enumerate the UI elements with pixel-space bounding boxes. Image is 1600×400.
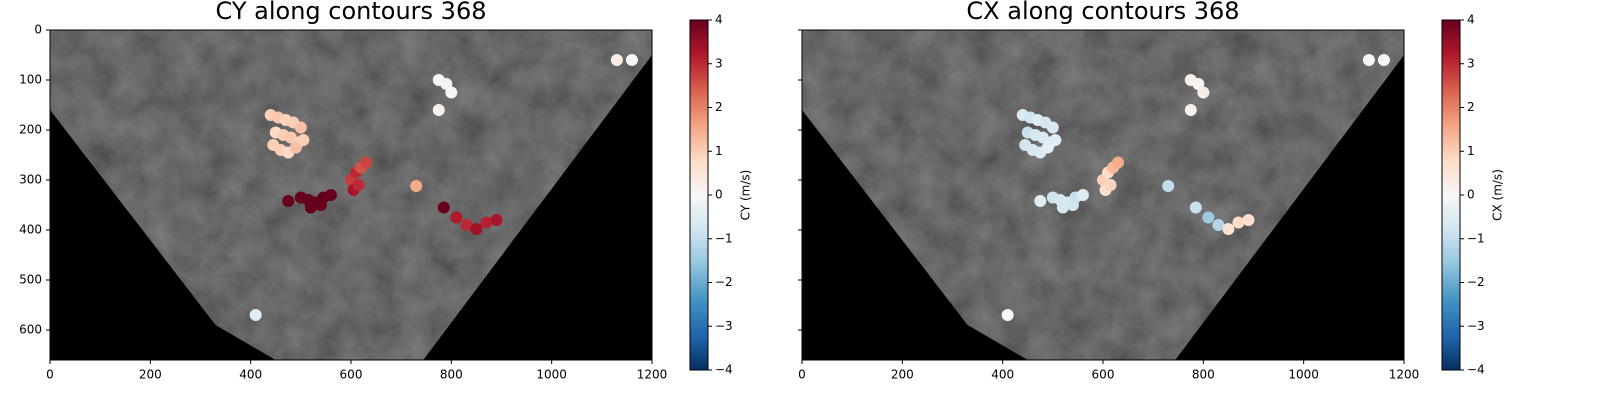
- scatter-point: [1242, 214, 1255, 226]
- scatter-point: [282, 195, 295, 207]
- scatter-point: [1232, 216, 1245, 229]
- scatter-point: [1377, 54, 1390, 66]
- scatter-point: [470, 223, 483, 235]
- scatter-point: [625, 54, 638, 66]
- scatter-point: [437, 201, 450, 214]
- scatter-point: [490, 214, 503, 226]
- colorbar-tick-label: 4: [1467, 13, 1475, 27]
- colorbar-tick-label: 4: [715, 13, 723, 27]
- scatter-point: [1184, 104, 1197, 116]
- colorbar-tick-label: 2: [1467, 100, 1475, 114]
- colorbar-tick-label: −4: [1467, 363, 1485, 377]
- x-tick-label: 600: [340, 368, 363, 382]
- y-tick-label: 500: [19, 273, 42, 287]
- scatter-point: [297, 134, 310, 146]
- colorbar-tick-label: −4: [715, 363, 733, 377]
- scatter-point: [304, 201, 317, 214]
- colorbar-tick-label: −1: [1467, 231, 1485, 245]
- scatter-point: [1212, 219, 1225, 231]
- scatter-point: [294, 121, 307, 134]
- colorbar: [1441, 19, 1461, 371]
- colorbar-tick-label: 1: [1467, 144, 1475, 158]
- scatter-point: [1034, 195, 1047, 207]
- y-tick-label: 200: [19, 123, 42, 137]
- x-tick-label: 200: [139, 368, 162, 382]
- colorbar-tick-label: −3: [715, 319, 733, 333]
- y-tick-label: 600: [19, 323, 42, 337]
- scatter-point: [1222, 223, 1235, 235]
- x-tick-label: 200: [891, 368, 914, 382]
- colorbar-tick-label: −2: [715, 275, 733, 289]
- x-tick-label: 0: [46, 368, 54, 382]
- colorbar-label: CX (m/s): [1491, 169, 1505, 221]
- colorbar-tick-label: 3: [1467, 56, 1475, 70]
- scatter-point: [324, 189, 337, 201]
- scatter-point: [610, 54, 623, 66]
- scatter-point: [249, 309, 262, 321]
- x-tick-label: 1200: [1389, 368, 1420, 382]
- scatter-point: [314, 199, 327, 211]
- x-tick-label: 0: [798, 368, 806, 382]
- scatter-point: [1001, 309, 1014, 321]
- scatter-point: [1056, 201, 1069, 214]
- y-tick-label: 400: [19, 223, 42, 237]
- colorbar-tick-label: 1: [715, 144, 723, 158]
- scatter-point: [450, 211, 463, 224]
- scatter-point: [1076, 189, 1089, 201]
- scatter-point: [289, 141, 302, 154]
- y-tick-label: 300: [19, 173, 42, 187]
- scatter-point: [1162, 180, 1175, 192]
- colorbar-tick-label: 3: [715, 56, 723, 70]
- colorbar: [689, 19, 709, 371]
- scatter-point: [1197, 86, 1210, 99]
- scatter-point: [1189, 201, 1202, 214]
- y-tick-label: 0: [34, 23, 42, 37]
- x-tick-label: 800: [1192, 368, 1215, 382]
- x-tick-label: 1000: [536, 368, 567, 382]
- scatter-point: [1362, 54, 1375, 66]
- x-tick-label: 1000: [1288, 368, 1319, 382]
- scatter-point: [432, 104, 445, 116]
- scatter-point: [1104, 179, 1117, 191]
- colorbar-tick-label: −2: [1467, 275, 1485, 289]
- scatter-point: [1112, 156, 1125, 169]
- colorbar-tick-label: 0: [1467, 188, 1475, 202]
- scatter-point: [1049, 134, 1062, 146]
- scatter-point: [1046, 121, 1059, 134]
- chart-title: CY along contours 368: [216, 0, 487, 25]
- x-tick-label: 400: [239, 368, 262, 382]
- scatter-point: [410, 180, 423, 192]
- chart-title: CX along contours 368: [966, 0, 1239, 25]
- colorbar-tick-label: 2: [715, 100, 723, 114]
- colorbar-tick-label: −1: [715, 231, 733, 245]
- scatter-point: [460, 219, 473, 231]
- scatter-point: [352, 179, 365, 191]
- scatter-point: [1066, 199, 1079, 211]
- scatter-point: [360, 156, 373, 169]
- scatter-point: [1202, 211, 1215, 224]
- x-tick-label: 1200: [637, 368, 668, 382]
- y-tick-label: 100: [19, 73, 42, 87]
- x-tick-label: 400: [991, 368, 1014, 382]
- colorbar-label: CY (m/s): [739, 170, 753, 221]
- colorbar-tick-label: −3: [1467, 319, 1485, 333]
- scatter-point: [445, 86, 458, 99]
- x-tick-label: 800: [440, 368, 463, 382]
- scatter-point: [1041, 141, 1054, 154]
- x-tick-label: 600: [1092, 368, 1115, 382]
- scatter-point: [480, 216, 493, 229]
- colorbar-tick-label: 0: [715, 188, 723, 202]
